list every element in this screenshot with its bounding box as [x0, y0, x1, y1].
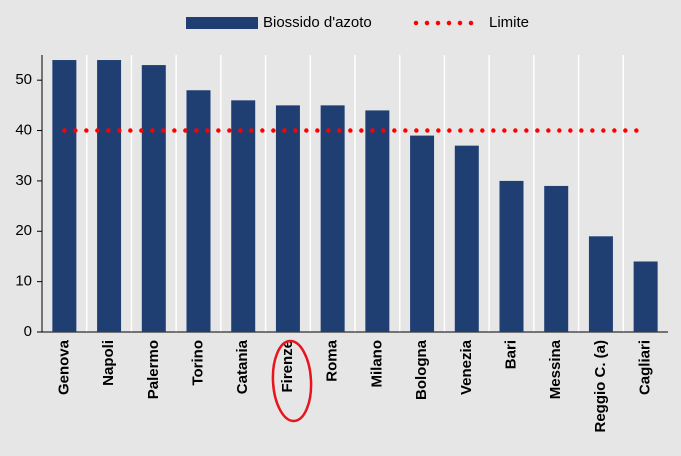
x-tick-label: Firenze [279, 340, 296, 393]
x-tick-label: Venezia [458, 339, 475, 395]
x-tick-label: Catania [234, 339, 251, 394]
x-tick-label: Cagliari [637, 340, 654, 395]
bar [454, 145, 479, 332]
x-tick-label: Genova [55, 339, 72, 395]
bar [588, 236, 613, 332]
bar [186, 90, 211, 332]
highlight-circle [271, 339, 313, 423]
bar [231, 100, 256, 332]
x-tick-label: Bari [502, 340, 519, 369]
legend: Biossido d'azoto Limite [186, 14, 529, 31]
x-tick-label: Roma [324, 339, 341, 381]
x-tick-label: Torino [189, 340, 206, 386]
bar [97, 60, 122, 332]
bar [499, 180, 524, 332]
x-tick-label: Milano [368, 340, 385, 388]
y-tick-label: 20 [15, 222, 32, 239]
y-tick-label: 10 [15, 273, 32, 290]
y-tick-label: 50 [15, 71, 32, 88]
bar [365, 110, 390, 333]
bar [320, 105, 345, 332]
bar [544, 185, 569, 332]
bar [633, 261, 658, 332]
legend-label: Limite [489, 14, 529, 31]
x-tick-label: Messina [547, 339, 564, 399]
bar [410, 135, 435, 332]
plot-area: 0 10 20 30 40 50 Genova Napoli Palermo Torino Cata… [15, 55, 668, 433]
legend-swatch [186, 17, 258, 29]
bar [52, 60, 77, 332]
bar [141, 65, 166, 332]
x-tick-label: Palermo [145, 340, 162, 399]
x-tick-label: Napoli [100, 340, 117, 386]
legend-label: Biossido d'azoto [263, 14, 372, 31]
y-tick-label: 30 [15, 172, 32, 189]
bar [275, 105, 300, 332]
y-tick-label: 40 [15, 122, 32, 139]
x-tick-label: Bologna [413, 339, 430, 400]
x-tick-label: Reggio C. (a) [592, 340, 609, 433]
y-tick-label: 0 [24, 323, 32, 340]
